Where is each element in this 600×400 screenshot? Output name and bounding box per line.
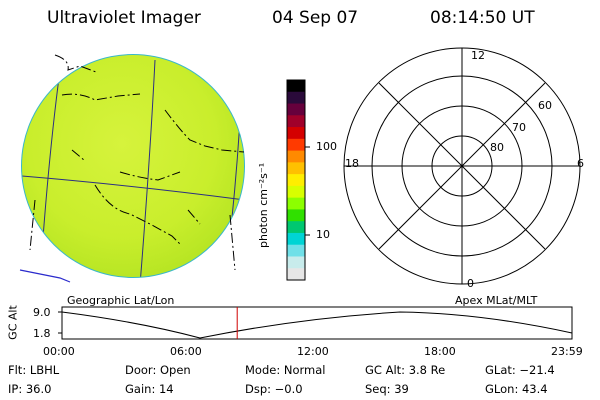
colorbar-label-100: 100 — [316, 140, 337, 153]
info-ip: IP: 36.0 — [8, 382, 52, 396]
colorbar-cell — [287, 197, 305, 211]
colorbar-cell — [287, 91, 305, 105]
colorbar-cell — [287, 150, 305, 163]
timeline-tick-0600: 06:00 — [170, 345, 202, 358]
polar-mlt-18: 18 — [345, 157, 359, 170]
colorbar-cell — [287, 185, 305, 199]
instrument-title: Ultraviolet Imager — [47, 8, 201, 28]
colorbar-cell — [287, 162, 305, 175]
info-gain: Gain: 14 — [125, 382, 174, 396]
info-glon: GLon: 43.4 — [485, 382, 548, 396]
timeline-plot — [58, 306, 573, 340]
apex-caption: Apex MLat/MLT — [455, 294, 538, 307]
polar-plot — [343, 47, 581, 285]
colorbar-cell — [287, 115, 305, 128]
uv-earth-image — [19, 54, 245, 283]
colorbar-cell — [287, 256, 305, 269]
geographic-caption: Geographic Lat/Lon — [67, 294, 175, 307]
colorbar-cell — [287, 268, 305, 281]
colorbar-label-10: 10 — [316, 228, 330, 241]
timeline-tick-1200: 12:00 — [297, 345, 329, 358]
timeline-tick-0000: 00:00 — [43, 345, 75, 358]
polar-mlt-0: 0 — [467, 277, 474, 290]
colorbar-cell — [287, 127, 305, 140]
polar-mlt-6: 6 — [577, 157, 584, 170]
polar-mlt-12: 12 — [471, 49, 485, 62]
timeline-y-min: 1.8 — [33, 327, 51, 340]
colorbar-cell — [287, 232, 305, 246]
info-seq: Seq: 39 — [365, 382, 409, 396]
polar-lat-70: 70 — [512, 121, 526, 134]
info-filter: Flt: LBHL — [8, 363, 60, 377]
timeline-y-label: GC Alt — [6, 305, 20, 340]
observation-time: 08:14:50 UT — [430, 8, 535, 28]
colorbar-cell — [287, 221, 305, 234]
timeline-tick-1800: 18:00 — [424, 345, 456, 358]
observation-date: 04 Sep 07 — [272, 8, 359, 28]
colorbar-unit-label: photon cm⁻²s⁻¹ — [257, 162, 270, 248]
info-mode: Mode: Normal — [245, 363, 326, 377]
colorbar-cell — [287, 209, 305, 222]
info-door: Door: Open — [125, 363, 191, 377]
polar-lat-80: 80 — [490, 141, 504, 154]
colorbar — [286, 79, 310, 281]
info-glat: GLat: −21.4 — [485, 363, 555, 377]
timeline-tick-2359: 23:59 — [551, 345, 583, 358]
info-dsp: Dsp: −0.0 — [245, 382, 303, 396]
colorbar-cell — [287, 138, 305, 152]
colorbar-cell — [287, 80, 305, 93]
colorbar-cell — [287, 103, 305, 116]
colorbar-cell — [287, 244, 305, 258]
info-gc-alt: GC Alt: 3.8 Re — [365, 363, 446, 377]
timeline-y-max: 9.0 — [33, 306, 51, 319]
polar-lat-60: 60 — [538, 99, 552, 112]
orbit-altitude-curve — [61, 311, 573, 339]
colorbar-cell — [287, 174, 305, 187]
